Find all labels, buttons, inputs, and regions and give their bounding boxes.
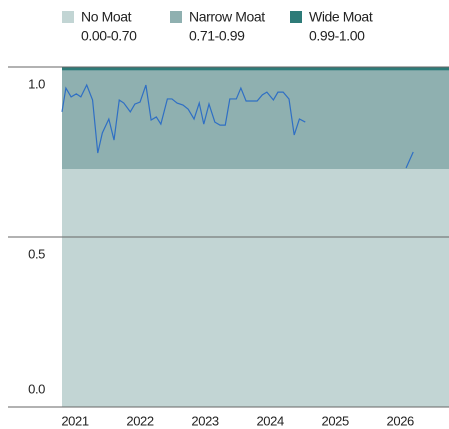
legend-swatch [62,11,74,23]
x-tick-label: 2021 [61,413,88,428]
band [62,70,449,169]
x-tick-label: 2022 [126,413,153,428]
line-series [61,83,414,169]
legend-range: 0.99-1.00 [309,28,365,44]
band [62,169,449,407]
x-tick-label: 2025 [322,413,349,428]
y-tick-label: 0.5 [28,246,45,261]
y-tick-label: 1.0 [28,76,45,91]
x-tick-label: 2024 [256,413,283,428]
y-tick-label: 0.0 [28,381,45,396]
legend-label: No Moat [81,9,132,25]
legend-range: 0.71-0.99 [189,28,245,44]
legend-label: Wide Moat [309,9,373,25]
band [62,67,449,71]
x-tick-label: 2026 [387,413,414,428]
legend-swatch [170,11,182,23]
legend-swatch [290,11,302,23]
legend-label: Narrow Moat [189,9,265,25]
legend-range: 0.00-0.70 [81,28,137,44]
x-tick-label: 2023 [191,413,218,428]
